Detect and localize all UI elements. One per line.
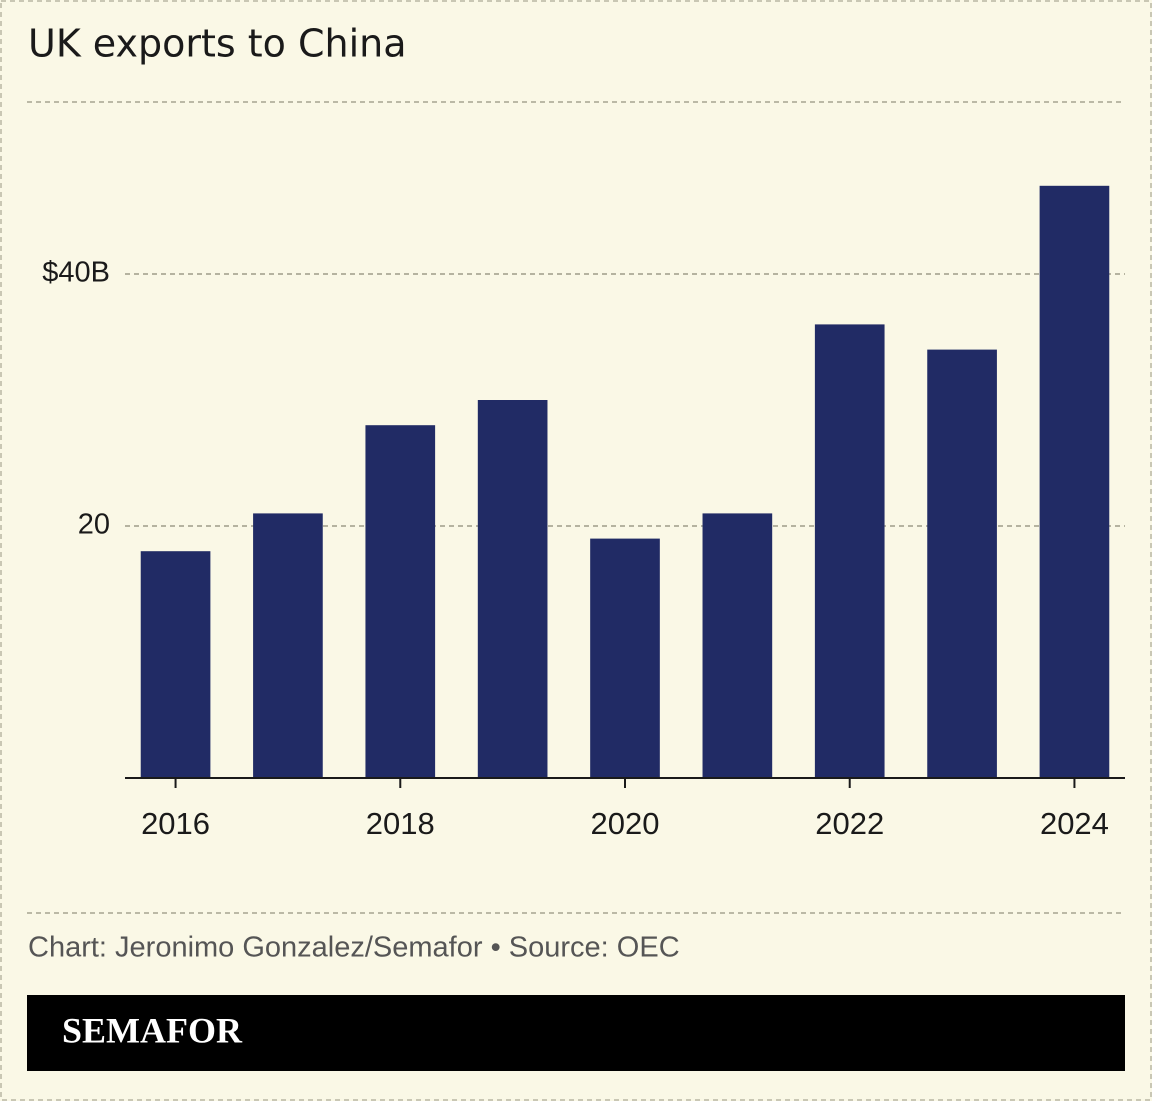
bar [814,324,885,778]
bar [1039,185,1110,779]
logo: SEMAFOR [62,1010,243,1050]
bar [590,538,660,778]
x-tick-label: 2020 [591,806,660,841]
bar [253,513,323,778]
bar [702,513,773,778]
x-tick-label: 2018 [366,806,435,841]
bar [365,425,436,778]
bar [927,349,997,778]
chart-title: UK exports to China [28,22,407,66]
bar [140,551,211,778]
x-tick-label: 2016 [141,806,210,841]
x-tick-label: 2024 [1040,806,1109,841]
source-note: Chart: Jeronimo Gonzalez/Semafor • Sourc… [28,932,680,964]
y-tick-label: $40B [42,257,110,289]
bar [477,400,548,778]
logo-bar [27,995,1125,1071]
x-tick-label: 2022 [815,806,884,841]
y-tick-label: 20 [78,509,110,541]
